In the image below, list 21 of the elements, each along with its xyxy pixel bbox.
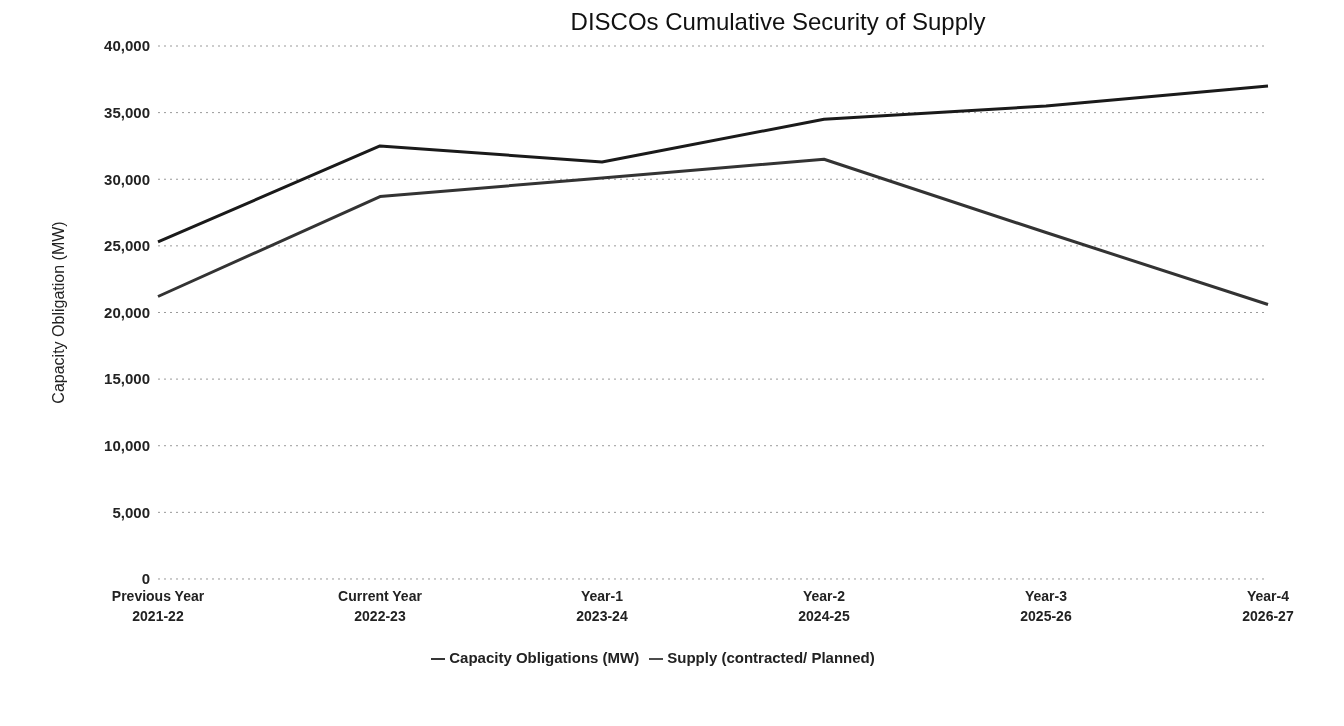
y-tick-label: 0 xyxy=(141,570,150,588)
y-tick-label: 5,000 xyxy=(112,503,150,521)
legend-label: Supply (contracted/ Planned) xyxy=(667,648,875,666)
y-axis-title: Capacity Obligation (MW) xyxy=(49,221,67,404)
y-tick-label: 10,000 xyxy=(104,437,150,455)
legend-label: Capacity Obligations (MW) xyxy=(449,648,640,666)
x-tick-label: Previous Year 2021-22 xyxy=(111,587,205,624)
x-tick-label: Year-1 2023-24 xyxy=(576,587,628,624)
line-series xyxy=(156,157,1270,306)
x-tick-label: Year-4 2026-27 xyxy=(1242,587,1294,624)
y-tick-label: 40,000 xyxy=(104,37,150,55)
line-series xyxy=(156,84,1270,244)
chart-title: DISCOs Cumulative Security of Supply xyxy=(569,8,987,36)
y-tick-label: 35,000 xyxy=(104,103,150,121)
y-tick-label: 25,000 xyxy=(104,237,150,255)
x-tick-label: Current Year 2022-23 xyxy=(338,587,423,624)
y-tick-label: 15,000 xyxy=(104,370,150,388)
x-tick-label: Year-3 2025-26 xyxy=(1020,587,1072,624)
x-tick-label: Year-2 2024-25 xyxy=(798,587,850,624)
y-tick-label: 30,000 xyxy=(104,170,150,188)
y-tick-label: 20,000 xyxy=(104,303,150,321)
